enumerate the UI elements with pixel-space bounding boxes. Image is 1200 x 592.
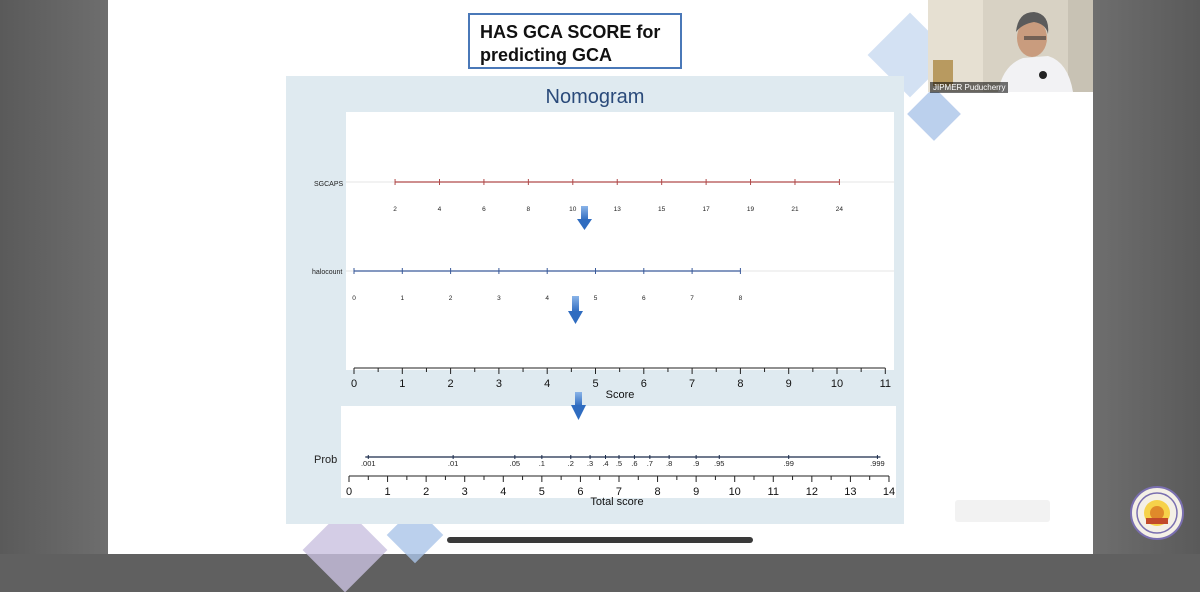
total-score-axis-label: Total score <box>590 496 643 508</box>
tick-label: .95 <box>714 459 724 468</box>
tick-label: 24 <box>836 206 844 213</box>
tick-label: 8 <box>654 486 660 498</box>
tick-label: 5 <box>594 295 598 302</box>
tick-label: 11 <box>768 486 779 498</box>
logo-emblem-icon <box>1136 492 1178 534</box>
tick-label: .7 <box>647 459 653 468</box>
nomogram-predictor-area <box>346 112 894 370</box>
tick-label: 7 <box>689 378 695 390</box>
tick-label: 6 <box>642 295 646 302</box>
tick-label: .5 <box>616 459 622 468</box>
tick-label: 10 <box>831 378 843 390</box>
tick-label: 4 <box>545 295 549 302</box>
tick-label: 21 <box>791 206 799 213</box>
tick-label: 4 <box>544 378 550 390</box>
row-label-halocount: halocount <box>312 269 342 276</box>
tick-label: 8 <box>737 378 743 390</box>
tick-label: 6 <box>641 378 647 390</box>
tick-label: 5 <box>539 486 545 498</box>
probability-axis: .001 .01 .05 .1 .2 .3 .4 .5 .6 .7 .8 .9 .95 .99 .999 <box>361 455 885 468</box>
watermark-blur <box>955 500 1050 522</box>
slide-title-box: HAS GCA SCORE for predicting GCA <box>468 13 682 69</box>
tick-label: .05 <box>510 459 520 468</box>
left-letterbox <box>0 0 108 554</box>
presenter-video-icon <box>928 0 1093 92</box>
slide-title: HAS GCA SCORE for predicting GCA <box>480 22 661 65</box>
tick-label: .8 <box>666 459 672 468</box>
tick-label: .999 <box>870 459 885 468</box>
tick-label: 2 <box>448 378 454 390</box>
tick-label: 4 <box>438 206 442 213</box>
tick-label: 0 <box>351 378 357 390</box>
tick-label: .99 <box>783 459 793 468</box>
tick-label: 8 <box>527 206 531 213</box>
tick-label: 11 <box>880 378 891 390</box>
tick-label: 7 <box>690 295 694 302</box>
tick-label: 17 <box>702 206 710 213</box>
tick-label: 13 <box>614 206 622 213</box>
tick-label: 7 <box>616 486 622 498</box>
tick-label: .2 <box>568 459 574 468</box>
tick-label: 8 <box>739 295 743 302</box>
tick-label: 1 <box>385 486 391 498</box>
tick-label: 4 <box>500 486 506 498</box>
home-indicator[interactable] <box>447 537 753 543</box>
tick-label: 3 <box>497 295 501 302</box>
sgcaps-axis: 2 4 6 8 10 13 15 17 19 21 24 <box>393 179 843 213</box>
score-axis-label: Score <box>606 389 635 401</box>
total-score-axis: 0 1 2 3 4 5 6 7 8 9 10 11 12 13 14 <box>346 475 895 498</box>
tick-label: 10 <box>729 486 741 498</box>
tick-label: 0 <box>346 486 352 498</box>
tick-label: 12 <box>806 486 818 498</box>
right-letterbox <box>1093 0 1200 554</box>
tick-label: 6 <box>577 486 583 498</box>
down-arrow-icon <box>571 392 586 420</box>
institute-logo <box>1130 486 1184 540</box>
tick-label: .001 <box>361 459 376 468</box>
nomogram-heading: Nomogram <box>545 86 645 108</box>
tick-label: 10 <box>569 206 577 213</box>
tick-label: 2 <box>449 295 453 302</box>
tick-label: 1 <box>400 295 404 302</box>
webcam-label: JIPMER Puducherry <box>930 82 1009 93</box>
row-label-sgcaps: SGCAPS <box>314 181 344 188</box>
tick-label: 19 <box>747 206 755 213</box>
webcam-video <box>928 0 1093 92</box>
tick-label: .4 <box>602 459 608 468</box>
tick-label: 9 <box>786 378 792 390</box>
row-label-prob: Prob <box>314 454 337 466</box>
tick-label: 2 <box>423 486 429 498</box>
down-arrow-icon <box>577 206 592 230</box>
down-arrow-icon <box>568 296 583 324</box>
tick-label: 3 <box>462 486 468 498</box>
tick-label: 6 <box>482 206 486 213</box>
tick-label: .6 <box>631 459 637 468</box>
nomogram-probability-area <box>341 406 896 498</box>
score-axis: 0 1 2 3 4 5 6 7 8 9 10 11 <box>351 367 891 390</box>
tick-label: 2 <box>393 206 397 213</box>
tick-label: 0 <box>352 295 356 302</box>
tick-label: 9 <box>693 486 699 498</box>
tick-label: 5 <box>592 378 598 390</box>
tick-label: 14 <box>883 486 895 498</box>
tick-label: .9 <box>693 459 699 468</box>
tick-label: 13 <box>844 486 856 498</box>
tick-label: 15 <box>658 206 666 213</box>
halocount-axis: 0 1 2 3 4 5 6 7 8 <box>352 268 743 302</box>
tick-label: .1 <box>539 459 545 468</box>
tick-label: .01 <box>448 459 458 468</box>
tick-label: .3 <box>587 459 593 468</box>
tick-label: 1 <box>399 378 405 390</box>
tick-label: 3 <box>496 378 502 390</box>
